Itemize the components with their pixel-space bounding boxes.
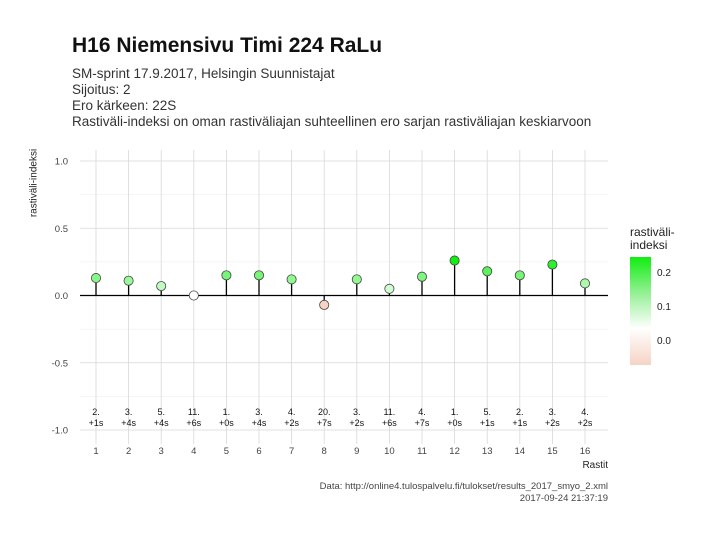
lollipop-point [319, 299, 330, 310]
x-tick-label: 8 [322, 446, 327, 457]
subtitle-event: SM-sprint 17.9.2017, Helsingin Suunnista… [72, 66, 335, 81]
x-tick-label: 1 [93, 446, 98, 457]
lollipop-point [221, 270, 232, 281]
leg-rank-label: 11. [188, 407, 200, 417]
x-tick-label: 16 [580, 446, 591, 457]
y-tick-label: 0.0 [55, 291, 68, 302]
leg-diff-label: +2s [578, 418, 593, 428]
leg-rank-label: 3. [255, 407, 263, 417]
timestamp-caption: 2017-09-24 21:37:19 [519, 493, 608, 504]
lollipop-point [253, 270, 264, 281]
leg-diff-label: +0s [447, 418, 462, 428]
subtitle-placement: Sijoitus: 2 [72, 82, 131, 97]
leg-diff-label: +2s [284, 418, 299, 428]
legend-tick-0.0: 0.0 [657, 336, 671, 347]
leg-rank-label: 5. [483, 407, 491, 417]
leg-diff-label: +6s [186, 418, 201, 428]
leg-diff-label: +7s [415, 418, 430, 428]
lollipop-point [188, 290, 199, 301]
lollipop-point [416, 271, 427, 282]
subtitle-gap: Ero kärkeen: 22S [72, 98, 177, 113]
x-tick-label: 11 [417, 446, 427, 457]
leg-rank-label: 3. [125, 407, 133, 417]
leg-diff-label: +1s [480, 418, 495, 428]
leg-rank-label: 20. [318, 407, 331, 417]
legend-title-line1: rastiväli- [630, 225, 675, 239]
leg-diff-label: +6s [382, 418, 397, 428]
leg-rank-label: 11. [383, 407, 395, 417]
y-axis-label: rastiväli-indeksi [28, 148, 40, 218]
leg-rank-label: 1. [223, 407, 231, 417]
leg-rank-label: 2. [516, 407, 524, 417]
x-tick-label: 10 [384, 446, 395, 457]
x-tick-label: 5 [224, 446, 229, 457]
leg-rank-label: 2. [92, 407, 100, 417]
x-tick-label: 14 [515, 446, 526, 457]
lollipop-point [384, 283, 395, 294]
lollipop-point [580, 278, 591, 289]
lollipop-point [449, 255, 460, 266]
y-tick-label: -1.0 [52, 426, 68, 437]
lollipop-point [514, 270, 525, 281]
leg-diff-label: +2s [349, 418, 364, 428]
leg-rank-label: 1. [451, 407, 459, 417]
lollipop-point [156, 281, 167, 292]
leg-diff-label: +1s [89, 418, 104, 428]
legend-title: rastiväli- indeksi [630, 226, 700, 252]
leg-diff-label: +7s [317, 418, 332, 428]
legend-tick-0.1: 0.1 [657, 302, 671, 313]
lollipop-point [547, 259, 558, 270]
x-tick-label: 13 [482, 446, 493, 457]
y-tick-label: 1.0 [55, 157, 68, 168]
leg-diff-label: +4s [154, 418, 169, 428]
subtitle-description: Rastiväli-indeksi on oman rastiväliajan … [72, 114, 592, 129]
leg-diff-label: +2s [545, 418, 560, 428]
leg-rank-label: 3. [549, 407, 557, 417]
lollipop-point [91, 273, 102, 284]
x-tick-label: 2 [126, 446, 131, 457]
lollipop-point [286, 274, 297, 285]
y-tick-label: 0.5 [55, 224, 68, 235]
y-tick-label: -0.5 [52, 358, 68, 369]
lollipop-point [351, 274, 362, 285]
x-axis-label: Rastit [582, 460, 608, 471]
x-tick-label: 7 [289, 446, 294, 457]
data-source-caption: Data: http://online4.tulospalvelu.fi/tul… [319, 481, 608, 492]
leg-rank-label: 4. [418, 407, 426, 417]
legend-tick-0.2: 0.2 [657, 268, 671, 279]
x-tick-label: 6 [256, 446, 261, 457]
leg-diff-label: +1s [512, 418, 527, 428]
leg-diff-label: +4s [252, 418, 267, 428]
leg-rank-label: 4. [288, 407, 296, 417]
x-tick-label: 3 [159, 446, 164, 457]
x-tick-label: 4 [191, 446, 196, 457]
leg-diff-label: +0s [219, 418, 234, 428]
x-tick-label: 15 [547, 446, 558, 457]
chart-title: H16 Niemensivu Timi 224 RaLu [72, 34, 383, 57]
leg-rank-label: 3. [353, 407, 361, 417]
leg-rank-label: 4. [581, 407, 589, 417]
legend-title-line2: indeksi [630, 238, 668, 252]
x-tick-label: 12 [449, 446, 460, 457]
lollipop-point [123, 275, 134, 286]
leg-diff-label: +4s [121, 418, 136, 428]
x-tick-label: 9 [354, 446, 359, 457]
lollipop-point [482, 266, 493, 277]
legend-color-bar [630, 257, 651, 365]
leg-rank-label: 5. [157, 407, 165, 417]
